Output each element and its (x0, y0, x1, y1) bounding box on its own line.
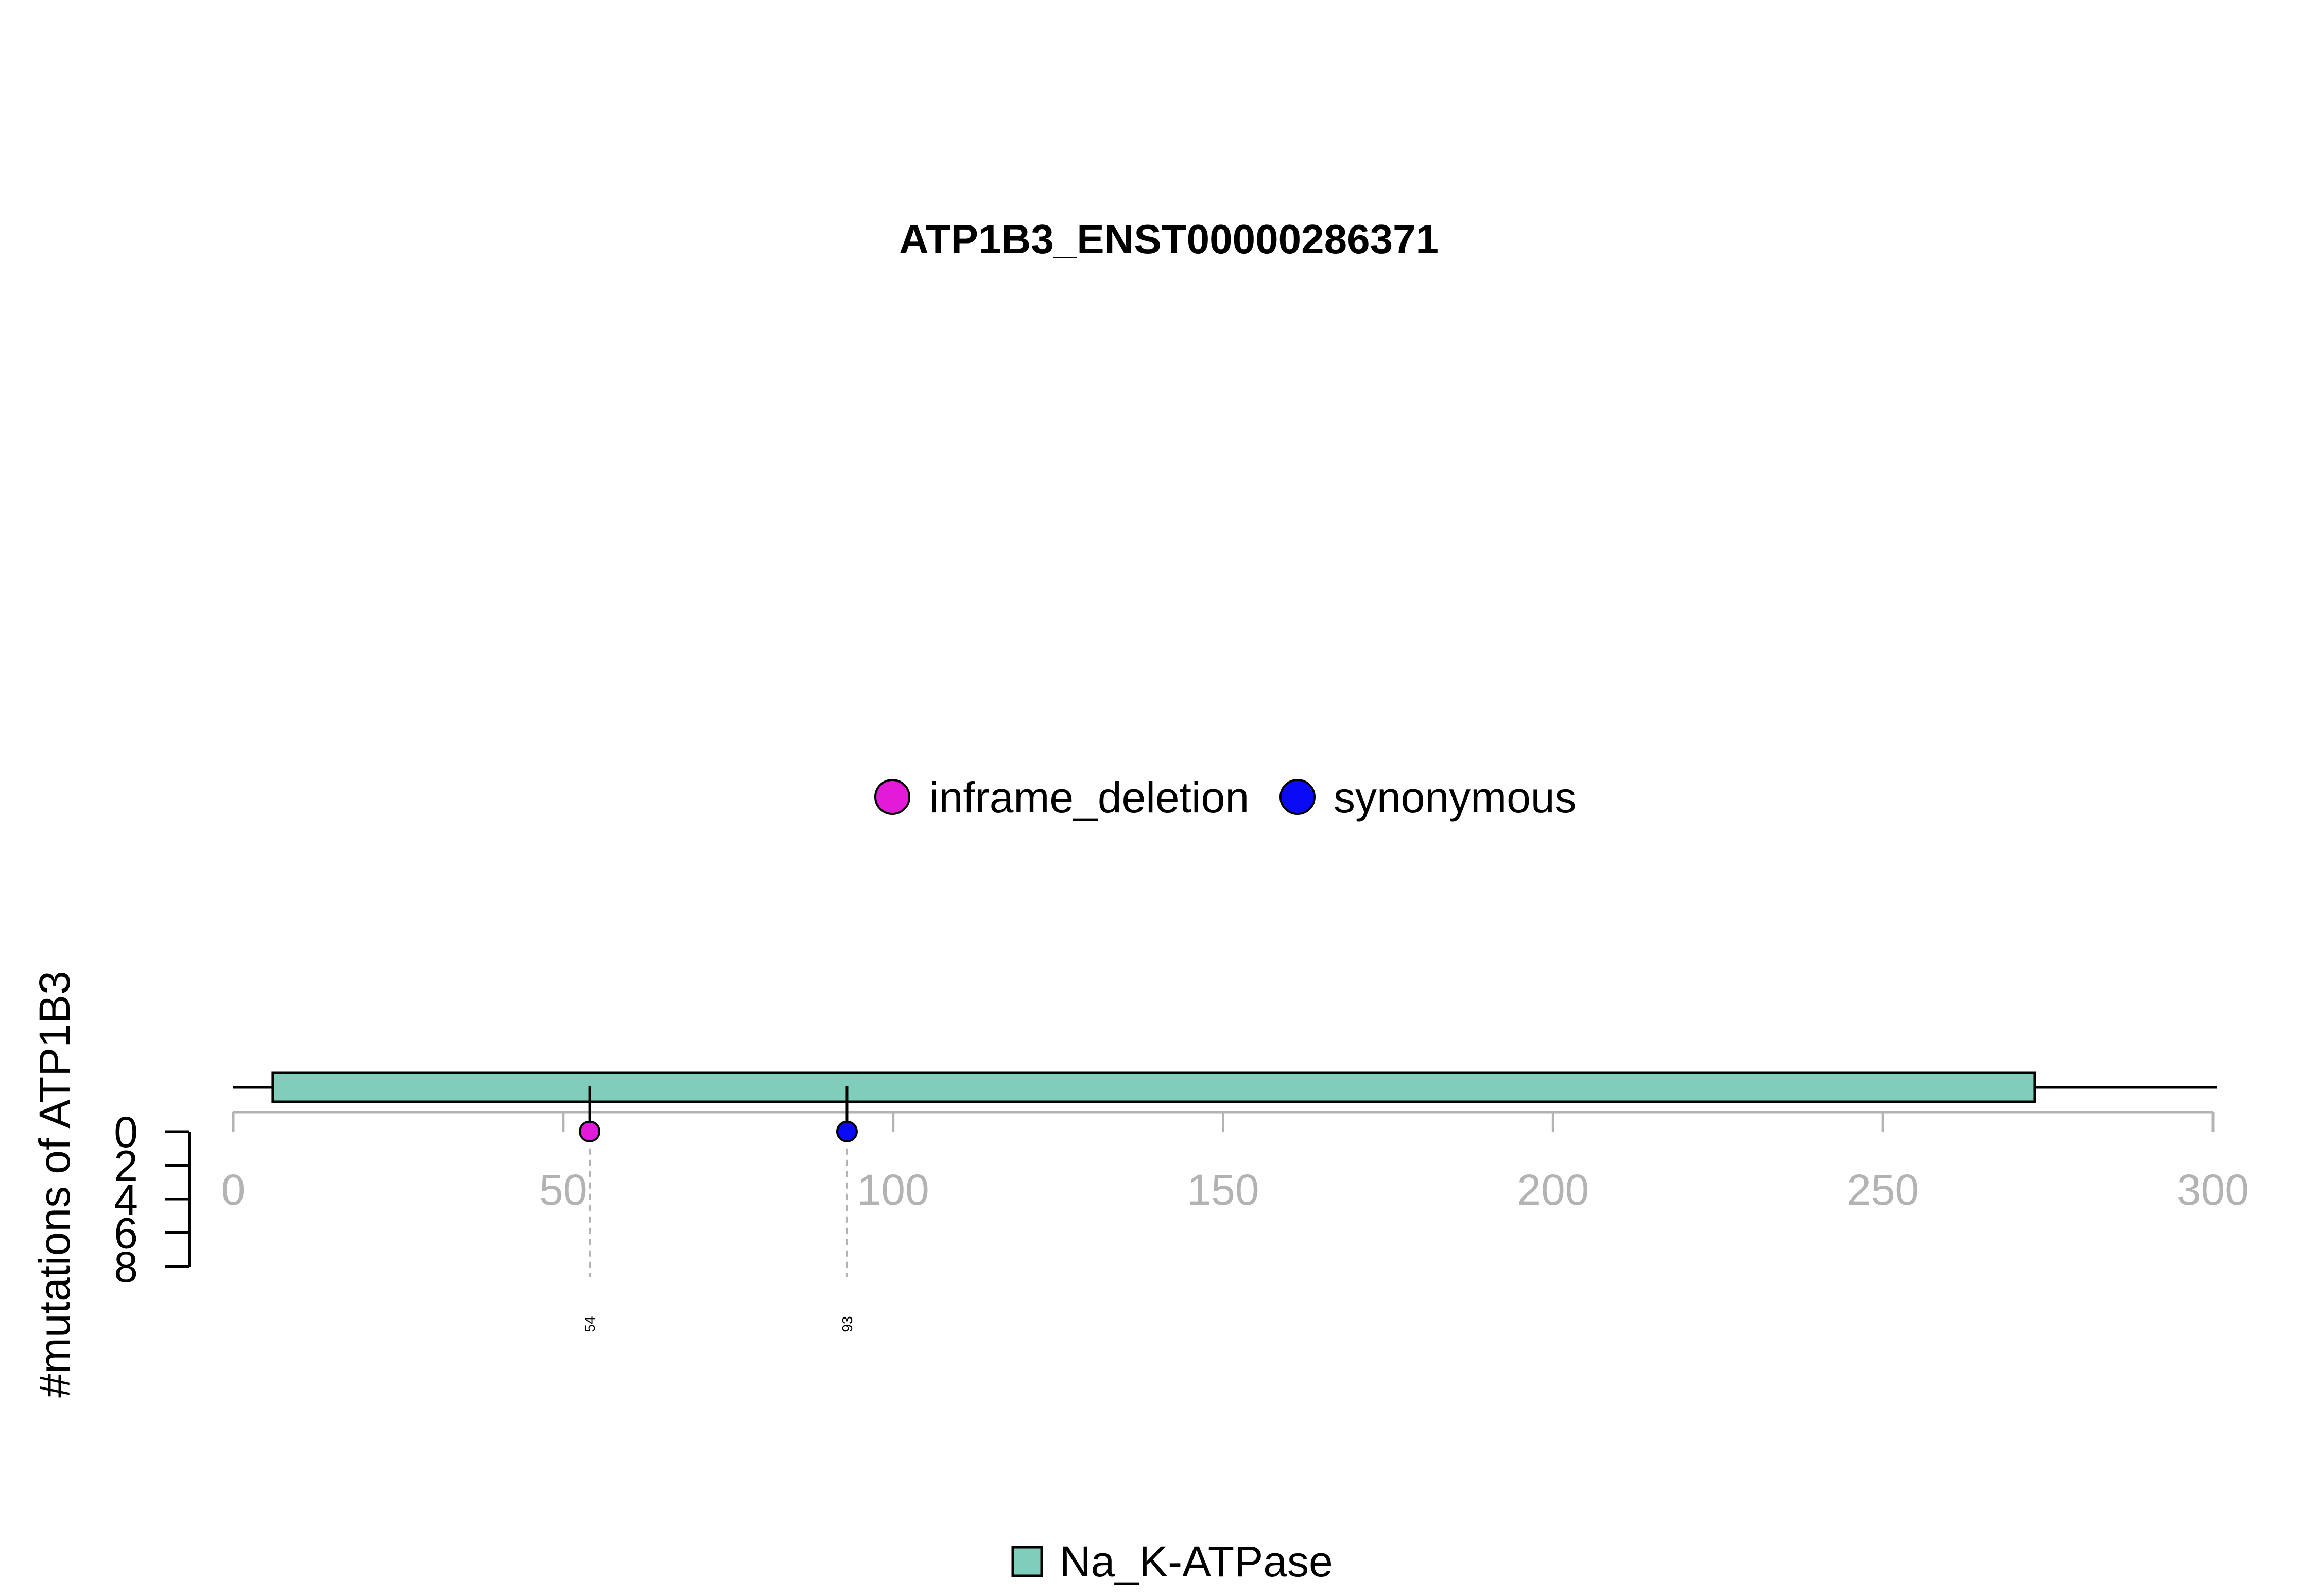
x-tick-label-100: 100 (857, 1166, 929, 1214)
x-tick-label-0: 0 (221, 1166, 246, 1214)
y-tick-label-6: 6 (114, 1209, 138, 1258)
x-tick-label-300: 300 (2177, 1166, 2249, 1214)
legend-marker-inframe-deletion (874, 779, 910, 815)
x-tick-label-250: 250 (1847, 1166, 1919, 1214)
mutations: 54 93 (579, 1086, 858, 1332)
mutation-point-93 (836, 1120, 858, 1142)
y-tick-label-4: 4 (114, 1175, 138, 1224)
y-tick-label-0: 0 (114, 1108, 138, 1156)
y-tick-label-8: 8 (114, 1243, 138, 1291)
legend-marker-synonymous (1279, 779, 1316, 815)
y-axis-label: #mutations of ATP1B3 (30, 970, 79, 1398)
domain-legend-label: Na_K-ATPase (1060, 1537, 1333, 1586)
mutation-point-54 (579, 1120, 601, 1142)
mutation-position-label-54: 54 (582, 1316, 598, 1332)
x-axis: 0 50 100 150 200 250 300 (221, 1111, 2249, 1214)
legend-label-synonymous: synonymous (1334, 773, 1577, 822)
x-tick-label-50: 50 (539, 1166, 587, 1214)
domain-na-k-atpase (271, 1071, 2036, 1103)
legend-label-inframe-deletion: inframe_deletion (929, 773, 1249, 822)
domain-legend-swatch (1011, 1546, 1043, 1577)
chart-title: ATP1B3_ENST00000286371 (899, 216, 1439, 262)
mutation-position-label-93: 93 (839, 1316, 855, 1332)
x-tick-label-200: 200 (1517, 1166, 1589, 1214)
domain-legend: Na_K-ATPase (1011, 1537, 1333, 1586)
y-tick-label-2: 2 (114, 1142, 138, 1190)
mutation-legend: inframe_deletion synonymous (874, 773, 1577, 822)
x-tick-label-150: 150 (1187, 1166, 1259, 1214)
